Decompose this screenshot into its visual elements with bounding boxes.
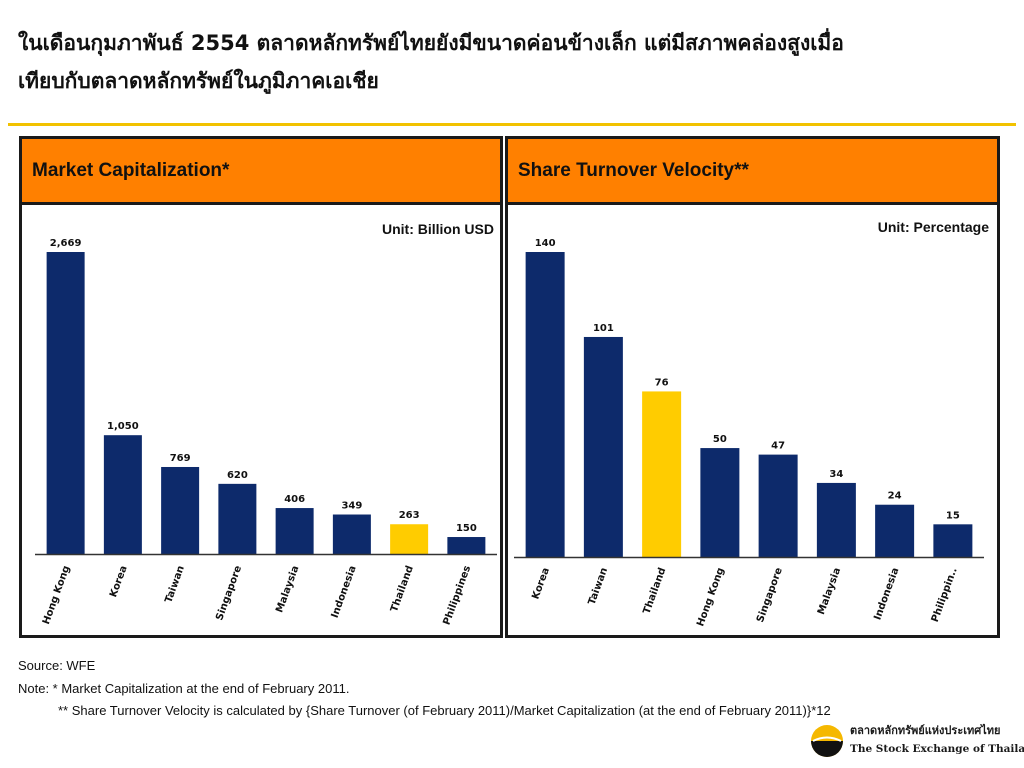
set-logo-icon (811, 725, 843, 757)
market-cap-value-label-malaysia: 406 (284, 494, 305, 505)
turnover-velocity-value-label-singapore: 47 (771, 441, 785, 452)
market-cap-category-label-indonesia: Indonesia (330, 564, 359, 619)
turnover-velocity-bar-thailand (642, 391, 682, 557)
market-cap-value-label-indonesia: 349 (341, 501, 362, 512)
market-cap-bar-philippines (447, 537, 486, 554)
market-cap-chart: 2,669 Hong Kong 1,050 Korea 769 Taiwan 620 Sing… (35, 238, 497, 627)
page-title: ในเดือนกุมภาพันธ์ 2554 ตลาดหลักทรัพย์ไทย… (18, 24, 1008, 100)
turnover-velocity-value-label-thailand: 76 (655, 377, 669, 388)
turnover-velocity-category-label-taiwan: Taiwan (587, 566, 611, 606)
market-cap-bar-thailand (390, 524, 429, 554)
market-cap-category-label-thailand: Thailand (389, 564, 416, 613)
turnover-velocity-category-label-malaysia: Malaysia (816, 566, 843, 616)
turnover-velocity-category-label-indonesia: Indonesia (872, 566, 901, 621)
turnover-velocity-category-label-philippin: Philippin.. (930, 566, 960, 624)
market-cap-bar-singapore (218, 483, 257, 554)
footnotes: Source: WFE Note: * Market Capitalizatio… (18, 655, 831, 723)
market-cap-bar-hong-kong (46, 252, 85, 554)
set-logo: ตลาดหลักทรัพย์แห่งประเทศไทย The Stock Ex… (810, 722, 1024, 762)
turnover-velocity-bar-indonesia (875, 504, 915, 557)
turnover-velocity-category-label-thailand: Thailand (641, 566, 668, 615)
note-turnover-velocity: ** Share Turnover Velocity is calculated… (58, 703, 831, 718)
turnover-velocity-header: Share Turnover Velocity** (508, 139, 997, 205)
market-cap-category-label-singapore: Singapore (214, 564, 244, 622)
market-cap-category-label-hong-kong: Hong Kong (41, 564, 72, 626)
market-cap-value-label-philippines: 150 (456, 523, 477, 534)
turnover-velocity-bar-philippin (933, 524, 973, 557)
note-market-cap: Note: * Market Capitalization at the end… (18, 680, 350, 696)
market-cap-title: Market Capitalization* (32, 160, 230, 181)
turnover-velocity-category-label-korea: Korea (530, 566, 552, 601)
turnover-velocity-bar-taiwan (583, 336, 623, 557)
market-cap-unit: Unit: Billion USD (382, 221, 494, 237)
turnover-velocity-value-label-taiwan: 101 (593, 323, 614, 334)
market-cap-value-label-korea: 1,050 (107, 421, 139, 432)
market-cap-bar-malaysia (275, 508, 314, 554)
market-cap-value-label-hong-kong: 2,669 (50, 238, 82, 249)
turnover-velocity-value-label-philippin: 15 (946, 510, 960, 521)
page-title-line-2: เทียบกับตลาดหลักทรัพย์ในภูมิภาคเอเชีย (18, 69, 379, 93)
market-cap-value-label-singapore: 620 (227, 470, 248, 481)
market-cap-category-label-philippines: Philippines (442, 564, 474, 626)
turnover-velocity-panel: Share Turnover Velocity** Unit: Percenta… (505, 136, 1000, 638)
turnover-velocity-value-label-malaysia: 34 (829, 469, 843, 480)
market-cap-value-label-taiwan: 769 (170, 453, 191, 464)
turnover-velocity-bar-singapore (758, 454, 798, 557)
turnover-velocity-category-label-hong-kong: Hong Kong (695, 566, 726, 628)
turnover-velocity-bar-korea (525, 252, 565, 557)
market-cap-panel: Market Capitalization* Unit: Billion USD… (19, 136, 503, 638)
market-cap-header: Market Capitalization* (22, 139, 500, 205)
market-cap-category-label-malaysia: Malaysia (274, 564, 301, 614)
turnover-velocity-value-label-korea: 140 (535, 238, 556, 249)
turnover-velocity-chart: 140 Korea 101 Taiwan 76 Thailand 50 Hong Kong 47… (514, 238, 984, 628)
market-cap-bar-taiwan (161, 466, 200, 554)
market-cap-category-label-korea: Korea (108, 564, 130, 599)
turnover-velocity-bar-malaysia (816, 482, 856, 557)
turnover-velocity-bar-hong-kong (700, 448, 740, 557)
title-divider (8, 123, 1016, 126)
set-logo-thai: ตลาดหลักทรัพย์แห่งประเทศไทย (850, 724, 1001, 737)
set-logo-english: The Stock Exchange of Thailand (850, 743, 1024, 755)
turnover-velocity-category-label-singapore: Singapore (755, 566, 785, 624)
page-title-line-1: ในเดือนกุมภาพันธ์ 2554 ตลาดหลักทรัพย์ไทย… (18, 31, 844, 55)
market-cap-value-label-thailand: 263 (399, 510, 420, 521)
market-cap-bar-indonesia (332, 514, 371, 554)
market-cap-category-label-taiwan: Taiwan (163, 564, 187, 604)
turnover-velocity-unit: Unit: Percentage (877, 219, 989, 235)
turnover-velocity-value-label-hong-kong: 50 (713, 434, 727, 445)
set-logo-text: ตลาดหลักทรัพย์แห่งประเทศไทย The Stock Ex… (850, 722, 1024, 758)
turnover-velocity-value-label-indonesia: 24 (888, 491, 902, 502)
source-note: Source: WFE (18, 658, 96, 673)
market-cap-bar-korea (103, 435, 142, 554)
turnover-velocity-title: Share Turnover Velocity** (518, 160, 749, 181)
